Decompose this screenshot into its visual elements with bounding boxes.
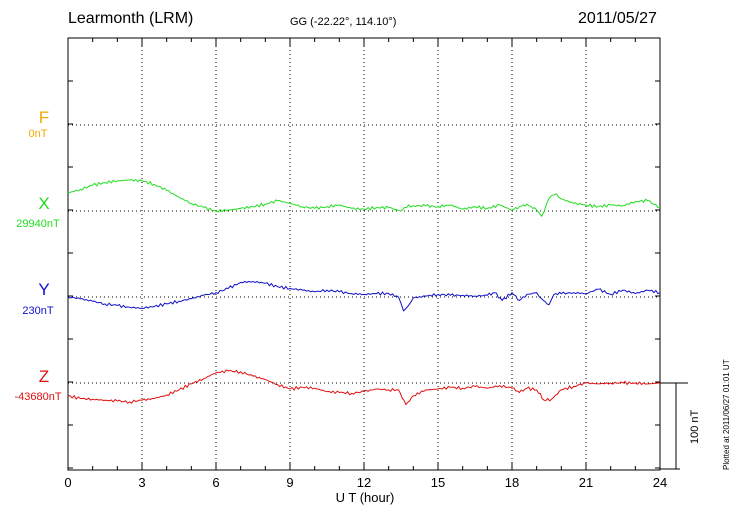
x-tick-label: 3 [138,475,145,490]
series-label-y: Y [38,280,50,299]
x-tick-labels: 0 3 6 9 12 15 18 21 24 [64,475,667,490]
x-tick-label: 21 [579,475,593,490]
x-tick-label: 0 [64,475,71,490]
series-line-z [67,369,660,406]
x-tick-label: 6 [212,475,219,490]
scale-bar [660,382,688,470]
plotted-timestamp: Plotted at 2011/06/27 01:01 UT [722,359,730,470]
x-tick-label: 9 [286,475,293,490]
baseline-label-y: 230nT [22,305,54,317]
series-line-y [67,280,661,312]
x-axis-label: U T (hour) [335,490,395,505]
scale-bar-label: 100 nT [689,409,701,444]
x-tick-label: 18 [505,475,519,490]
baseline-label-x: 29940nT [16,218,60,230]
baseline-label-z: -43680nT [14,391,62,403]
date-title: 2011/05/27 [578,10,657,27]
x-tick-label: 12 [357,475,371,490]
series-label-f: F [38,108,50,127]
x-tick-label: 24 [653,475,667,490]
baseline-label-f: 0nT [28,128,48,140]
station-coordinates: GG (-22.22°, 114.10°) [290,16,397,28]
x-tick-label: 15 [431,475,445,490]
series-label-z: Z [38,367,50,386]
series-line-x [67,178,660,218]
traces [67,178,661,406]
station-title: Learmonth (LRM) [68,10,194,27]
grid [67,37,661,471]
series-label-x: X [38,194,50,213]
